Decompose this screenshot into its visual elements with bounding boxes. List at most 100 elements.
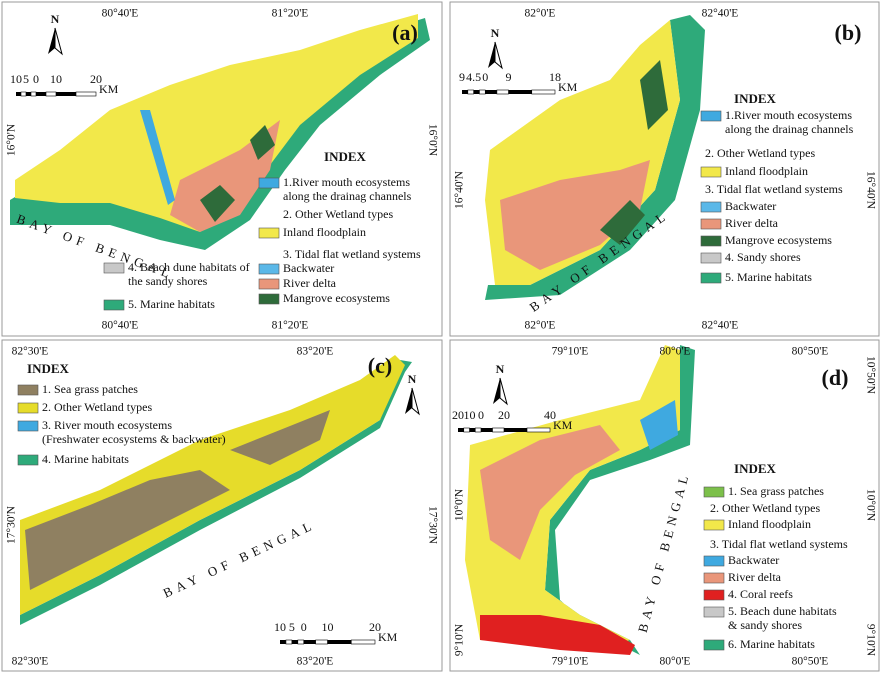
legend-text: 1. Sea grass patches <box>728 484 824 498</box>
longitude-label: 82°30'E <box>12 656 49 668</box>
scale-bar <box>328 640 352 644</box>
scale-bar <box>475 428 481 432</box>
legend-text: 5. Marine habitats <box>128 297 215 311</box>
legend-text: Backwater <box>725 199 776 213</box>
legend-swatch <box>259 228 279 238</box>
legend-text: 2. Other Wetland types <box>705 146 815 160</box>
index-title: INDEX <box>27 361 70 376</box>
scale-bar <box>31 92 36 96</box>
legend-swatch <box>259 294 279 304</box>
legend-swatch <box>704 640 724 650</box>
latitude-label: 10°50'N <box>864 356 876 395</box>
panel-label: (b) <box>835 20 862 45</box>
legend-text: 2. Other Wetland types <box>283 207 393 221</box>
scale-bar <box>485 90 497 94</box>
longitude-label: 82°40'E <box>702 8 739 20</box>
index-title: INDEX <box>734 461 777 476</box>
scale-tick-label: 5 <box>289 620 295 634</box>
legend-text: 4. Coral reefs <box>728 587 793 601</box>
longitude-label: 80°40'E <box>102 320 139 332</box>
scale-tick-label: 9 <box>459 70 465 84</box>
longitude-label: 79°10'E <box>552 346 589 358</box>
latitude-label: 16°40'N <box>454 170 466 209</box>
longitude-label: 82°40'E <box>702 320 739 332</box>
legend-swatch <box>259 279 279 289</box>
scale-bar <box>504 428 527 432</box>
legend-text: 4. Marine habitats <box>42 452 129 466</box>
scale-bar <box>497 90 509 94</box>
scale-tick-label: 4.5 <box>466 70 481 84</box>
legend-text: (Freshwater ecosystems & backwater) <box>42 432 226 446</box>
scale-bar <box>280 640 286 644</box>
scale-tick-label: 9 <box>506 70 512 84</box>
longitude-label: 80°0'E <box>660 346 691 358</box>
legend-text: 2. Other Wetland types <box>42 400 152 414</box>
legend-swatch <box>704 556 724 566</box>
legend-text: Inland floodplain <box>283 225 366 239</box>
legend-swatch <box>701 273 721 283</box>
legend-text: 1.River mouth ecosystems <box>725 108 852 122</box>
longitude-label: 83°20'E <box>297 656 334 668</box>
legend-text: River delta <box>728 570 782 584</box>
legend-swatch <box>701 167 721 177</box>
legend-text: River delta <box>725 216 779 230</box>
scale-tick-label: 0 <box>478 408 484 422</box>
scale-bar <box>298 640 304 644</box>
longitude-label: 79°10'E <box>552 656 589 668</box>
index-title: INDEX <box>734 91 777 106</box>
scale-unit: KM <box>558 80 578 94</box>
scale-bar <box>292 640 298 644</box>
scale-tick-label: 10 <box>10 72 22 86</box>
scale-bar <box>527 428 550 432</box>
latitude-label: 9°10'N <box>864 624 876 657</box>
longitude-label: 82°0'E <box>525 8 556 20</box>
scale-bar <box>464 428 470 432</box>
scale-tick-label: 10 <box>50 72 62 86</box>
latitude-label: 10°0'N <box>864 489 876 522</box>
legend-text: the sandy shores <box>128 274 208 288</box>
legend-text: 1. Sea grass patches <box>42 382 138 396</box>
scale-bar <box>462 90 468 94</box>
scale-bar <box>474 90 480 94</box>
legend-text: Mangrove ecosystems <box>283 291 390 305</box>
scale-bar <box>304 640 316 644</box>
scale-bar <box>468 90 474 94</box>
legend-text: Backwater <box>728 553 779 567</box>
legend-swatch <box>18 421 38 431</box>
legend-swatch <box>259 264 279 274</box>
legend-text: 6. Marine habitats <box>728 637 815 651</box>
scale-tick-label: 0 <box>482 70 488 84</box>
legend-swatch <box>104 300 124 310</box>
latitude-label: 10°0'N <box>454 488 466 521</box>
scale-tick-label: 5 <box>23 72 29 86</box>
legend-swatch <box>701 111 721 121</box>
legend-swatch <box>701 253 721 263</box>
scale-bar <box>479 90 485 94</box>
legend-text: 5. Marine habitats <box>725 270 812 284</box>
scale-unit: KM <box>99 82 119 96</box>
scale-tick-label: 20 <box>498 408 510 422</box>
scale-bar <box>509 90 532 94</box>
longitude-label: 80°50'E <box>792 656 829 668</box>
legend-text: 1.River mouth ecosystems <box>283 175 410 189</box>
legend-swatch <box>704 590 724 600</box>
legend-text: 4. Beach dune habitats of <box>128 260 250 274</box>
scale-bar <box>458 428 464 432</box>
latitude-label: 17°30'N <box>6 505 18 544</box>
scale-tick-label: 10 <box>464 408 476 422</box>
legend-text: Inland floodplain <box>725 164 808 178</box>
scale-unit: KM <box>378 630 398 644</box>
north-label: N <box>496 362 505 376</box>
latitude-label: 16°0'N <box>426 124 438 157</box>
legend-text: 4. Sandy shores <box>725 250 801 264</box>
scale-bar <box>56 92 76 96</box>
scale-tick-label: 20 <box>452 408 464 422</box>
north-label: N <box>408 372 417 386</box>
longitude-label: 83°20'E <box>297 346 334 358</box>
scale-bar <box>351 640 375 644</box>
panel-label: (d) <box>822 365 849 390</box>
longitude-label: 82°30'E <box>12 346 49 358</box>
legend-swatch <box>704 520 724 530</box>
legend-text: Mangrove ecosystems <box>725 233 832 247</box>
longitude-label: 81°20'E <box>272 8 309 20</box>
